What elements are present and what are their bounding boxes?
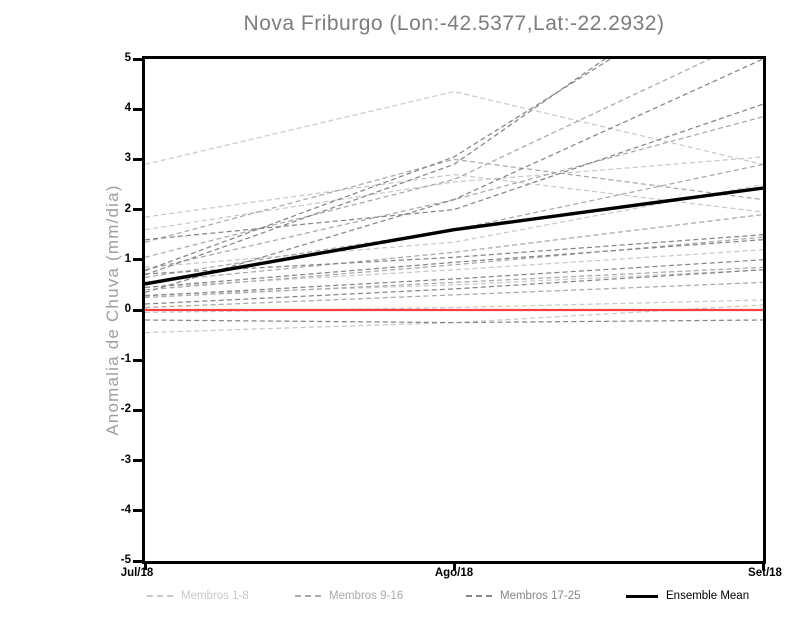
legend: Membros 1-8 Membros 9-16 Membros 17-25 Ense… [0,588,800,604]
member-line-sample-icon [466,595,492,597]
chart-title: Nova Friburgo (Lon:-42.5377,Lat:-22.2932… [243,12,665,35]
member-line [145,259,763,297]
x-tick [143,564,147,570]
member-line [145,213,763,284]
member-line-sample-icon [147,595,173,597]
x-tick [761,564,765,570]
x-tick-label: Ago/18 [434,567,474,579]
y-tick-label: 4 [124,102,131,115]
member-line [145,90,763,166]
x-tick [452,564,456,570]
member-line [145,103,763,241]
x-tick-label: Jul/18 [120,567,154,579]
member-line [145,234,763,275]
member-line [145,269,763,296]
member-line [145,319,763,324]
y-tick [133,459,142,463]
member-line [145,59,607,276]
legend-label: Membros 1-8 [181,590,249,602]
mean-line-sample-icon [626,594,658,598]
plot-area [142,56,766,564]
member-line [145,183,763,268]
legend-entry: Membros 1-8 [147,588,249,604]
member-line [145,59,612,272]
legend-entry: Ensemble Mean [626,588,749,604]
legend-label: Membros 9-16 [329,590,404,602]
y-tick-label: 5 [124,52,131,64]
legend-label: Membros 17-25 [500,590,581,602]
legend-label: Ensemble Mean [666,590,750,602]
y-tick-label: -3 [120,453,131,466]
member-line [145,236,763,291]
member-line [145,304,763,334]
y-tick-label: -5 [120,554,131,566]
y-tick [133,559,142,563]
y-tick [133,157,142,161]
y-tick [133,358,142,362]
legend-entry: Membros 9-16 [295,588,403,604]
y-tick-label: 2 [124,202,131,215]
y-tick-label: -1 [120,353,131,366]
y-tick [133,408,142,412]
y-tick-label: -4 [120,503,131,516]
y-tick-label: 1 [124,252,131,265]
member-line [145,158,763,243]
y-tick [133,57,142,61]
member-line [145,173,763,218]
y-tick [133,258,142,262]
member-line [145,269,763,305]
member-line [145,163,763,279]
member-line [145,59,712,258]
y-tick [133,107,142,111]
y-tick-label: 3 [124,152,131,165]
member-line [145,156,763,231]
ensemble-mean-line [145,186,763,286]
y-tick [133,308,142,312]
member-line [145,59,763,293]
member-line-sample-icon [295,595,321,597]
legend-entry: Membros 17-25 [466,588,581,604]
y-tick-label: 0 [124,303,131,315]
member-line [145,266,763,299]
member-line [145,281,763,309]
x-tick-label: Set/18 [748,567,782,579]
y-tick [133,208,142,212]
ensemble-lines-canvas [145,59,763,334]
y-tick [133,509,142,513]
y-tick-label: -2 [120,403,131,416]
member-line [145,239,763,289]
